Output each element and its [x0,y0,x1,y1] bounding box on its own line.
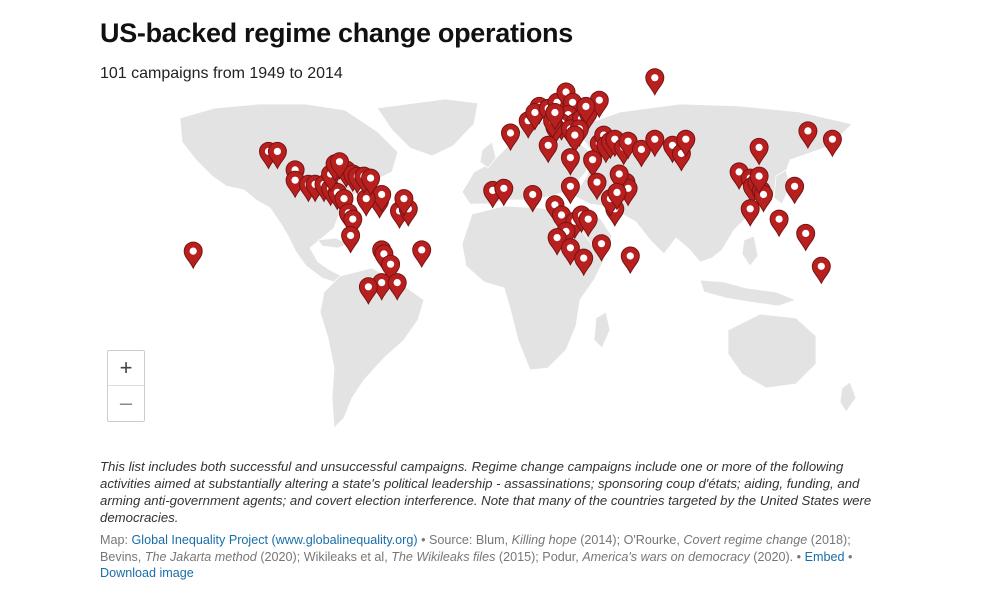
source-text: (2020). • [749,549,805,564]
source-title: America's wars on democracy [582,549,750,564]
embed-link[interactable]: Embed [804,549,845,564]
source-title: The Wikileaks files [391,549,496,564]
campaign-marker[interactable] [645,68,665,96]
zoom-out-button[interactable]: – [108,385,144,420]
campaign-marker[interactable] [341,226,361,253]
source-title: Covert regime change [683,533,808,547]
map-note: This list includes both successful and u… [100,459,872,525]
japan-shape [773,169,791,205]
map-prefix: Map: [100,533,132,547]
source-title: Killing hope [511,533,577,547]
source-text: (2020); Wikileaks et al, [256,549,392,564]
philippines-shape [741,235,759,267]
new-zealand-shape [839,381,857,413]
campaign-marker[interactable] [785,176,805,204]
map-credit-link[interactable]: Global Inequality Project (www.globaline… [131,533,418,547]
campaign-marker[interactable] [769,209,789,237]
campaign-marker[interactable] [560,176,580,204]
map-subtitle: 101 campaigns from 1949 to 2014 [100,65,343,82]
source-line: Map: Global Inequality Project (www.glob… [100,532,890,582]
map-title: US-backed regime change operations [100,18,573,48]
source-text: (2014); O'Rourke, [576,533,684,547]
source-text: • Source: Blum, [417,533,512,547]
separator: • [844,549,853,564]
australia-shape [727,313,817,389]
source-title: The Jakarta method [144,549,257,564]
download-image-link[interactable]: Download image [100,566,194,580]
greenland-shape [376,98,479,157]
campaign-marker[interactable] [811,256,831,284]
campaign-marker[interactable] [740,199,760,227]
north-america-shape [179,103,399,285]
campaign-marker[interactable] [796,223,816,251]
south-america-shape [319,267,425,429]
campaign-marker[interactable] [822,129,842,157]
indonesia-shape [699,279,798,307]
uk-shape [479,141,497,169]
campaign-marker[interactable] [620,246,640,274]
zoom-control: + – [107,350,145,422]
madagascar-shape [593,311,611,349]
campaign-marker[interactable] [183,241,203,269]
caribbean-shape [317,237,349,249]
source-text: (2018); Bevins, [100,533,851,564]
zoom-in-button[interactable]: + [119,355,133,380]
source-text: (2015); Podur, [495,549,583,564]
campaign-marker[interactable] [412,240,432,268]
campaign-marker[interactable] [356,189,376,217]
